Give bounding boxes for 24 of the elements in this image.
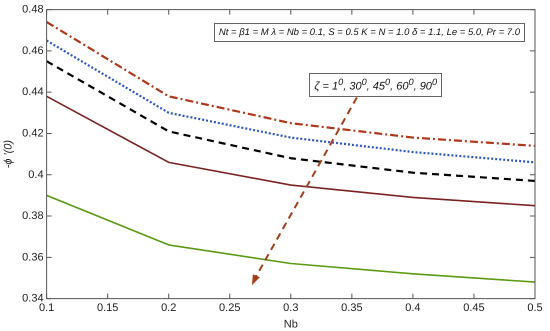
y-tick-label: 0.42	[22, 127, 44, 140]
line-series	[46, 39, 535, 164]
x-tick-label: 0.45	[463, 302, 485, 314]
line-series	[46, 60, 535, 182]
y-tick-label: 0.38	[22, 210, 44, 222]
x-tick-label: 0.5	[527, 302, 543, 314]
x-tick-label: 0.1	[38, 302, 54, 314]
annotation: Nt = β1 = M λ = Nb = 0.1, S = 0.5 K = N = 1.0 δ = 1.1, Le = 5.0, Pr = 7.0	[214, 22, 525, 42]
y-tick-label: 0.34	[22, 292, 44, 305]
x-tick-label: 0.3	[283, 302, 298, 314]
line-series	[46, 20, 535, 147]
text: ζ = 1$^{0}$, 30$^{0}$, 45$^{0}$, 60$^{0}$, 90$^{0}$	[314, 77, 438, 93]
y-tick-label: 0.36	[22, 251, 44, 264]
x-tick-label: 0.4	[405, 302, 421, 314]
x-tick-label: 0.25	[219, 302, 240, 314]
y-tick-label: 0.48	[22, 4, 44, 16]
y-tick-label: 0.44	[22, 86, 44, 98]
y-tick-label: 0.4	[28, 168, 44, 181]
x-tick-label: 0.15	[96, 302, 118, 314]
y-axis-title: -ϕ ′(0)	[2, 140, 15, 168]
x-axis-title: Nb	[284, 318, 298, 330]
x-tick-label: 0.2	[161, 302, 176, 314]
x-tick-label: 0.35	[341, 302, 363, 314]
y-tick-label: 0.46	[22, 44, 44, 57]
